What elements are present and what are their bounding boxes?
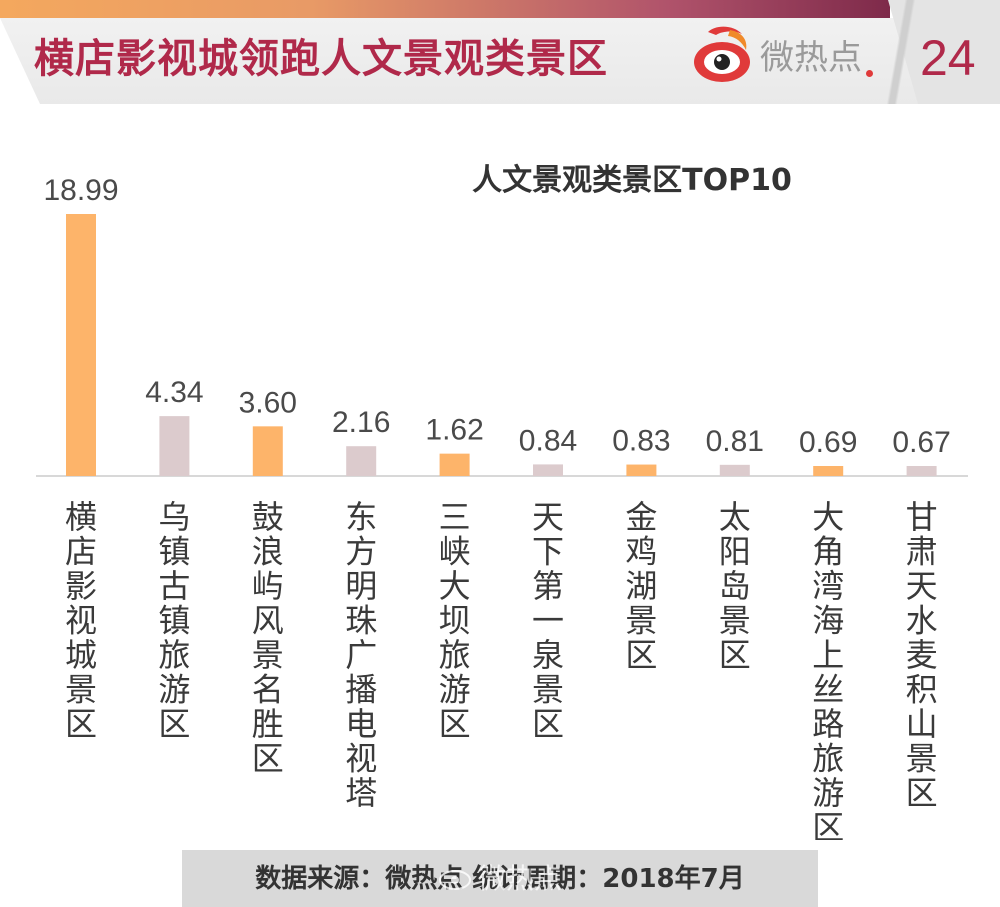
bar-2: [159, 416, 190, 476]
category-label-8: 太阳岛景区: [719, 498, 751, 674]
value-label-4: 2.16: [332, 406, 390, 439]
value-label-2: 4.34: [145, 376, 203, 409]
header-accent-stripe: [0, 0, 890, 18]
bar-9: [813, 466, 844, 476]
category-label-10: 甘肃天水麦积山景区: [906, 498, 938, 812]
category-label-5: 三峡大坝旅游区: [439, 498, 471, 743]
watermark-label: 微热点: [478, 862, 563, 895]
value-label-7: 0.83: [612, 425, 670, 458]
value-label-3: 3.60: [239, 386, 297, 419]
bar-6: [533, 464, 563, 476]
bar-1: [66, 214, 96, 476]
value-label-6: 0.84: [519, 424, 577, 457]
category-label-1: 横店影视城景区: [65, 498, 97, 743]
value-label-5: 1.62: [425, 414, 483, 447]
category-label-4: 东方明珠广播电视塔: [345, 498, 377, 812]
footer-source-bar: 数据来源：微热点 统计周期：2018年7月: [182, 850, 818, 907]
category-label-6: 天下第一泉景区: [532, 498, 564, 743]
page-tab-divider: [884, 0, 918, 104]
bars-group: [66, 214, 937, 476]
page-title: 横店影视城领跑人文景观类景区: [34, 36, 608, 82]
bar-10: [906, 466, 937, 476]
value-labels-group: 18.99 4.34 3.60 2.16 1.62 0.84 0.83 0.81 0.69 0.6…: [43, 174, 950, 459]
category-labels-group: 横店影视城景区 乌镇古镇旅游区 鼓浪屿风景名胜区 东方明珠广播电视塔 三峡大坝旅游区 天下…: [65, 498, 938, 840]
logo-text: 微热点: [760, 38, 862, 78]
bar-4: [346, 446, 377, 476]
page-number: 24: [920, 30, 976, 86]
value-label-1: 18.99: [43, 174, 118, 207]
chart-title: 人文景观类景区TOP10: [472, 163, 792, 198]
bar-3: [252, 426, 283, 476]
category-label-9: 大角湾海上丝路旅游区: [812, 498, 844, 840]
weibo-eye-icon: [694, 26, 750, 82]
value-label-9: 0.69: [799, 426, 857, 459]
value-label-8: 0.81: [706, 425, 764, 458]
category-label-7: 金鸡湖景区: [625, 498, 657, 674]
bar-7: [626, 464, 657, 476]
bar-chart: 人文景观类景区TOP10 18.99 4.34 3.60 2.16 1.62 0.84 0.…: [36, 163, 968, 840]
bar-5: [439, 453, 470, 476]
value-label-10: 0.67: [892, 426, 950, 459]
logo-dot: [866, 70, 873, 77]
bar-8: [719, 464, 750, 476]
category-label-2: 乌镇古镇旅游区: [158, 498, 190, 743]
watermark-text: 微热点: [430, 862, 562, 896]
data-source-text: 数据来源：微热点 统计周期：2018年7月: [255, 864, 745, 894]
watermark-weibo-icon: [439, 870, 471, 890]
header-band: [0, 18, 1000, 104]
category-label-3: 鼓浪屿风景名胜区: [252, 498, 284, 778]
